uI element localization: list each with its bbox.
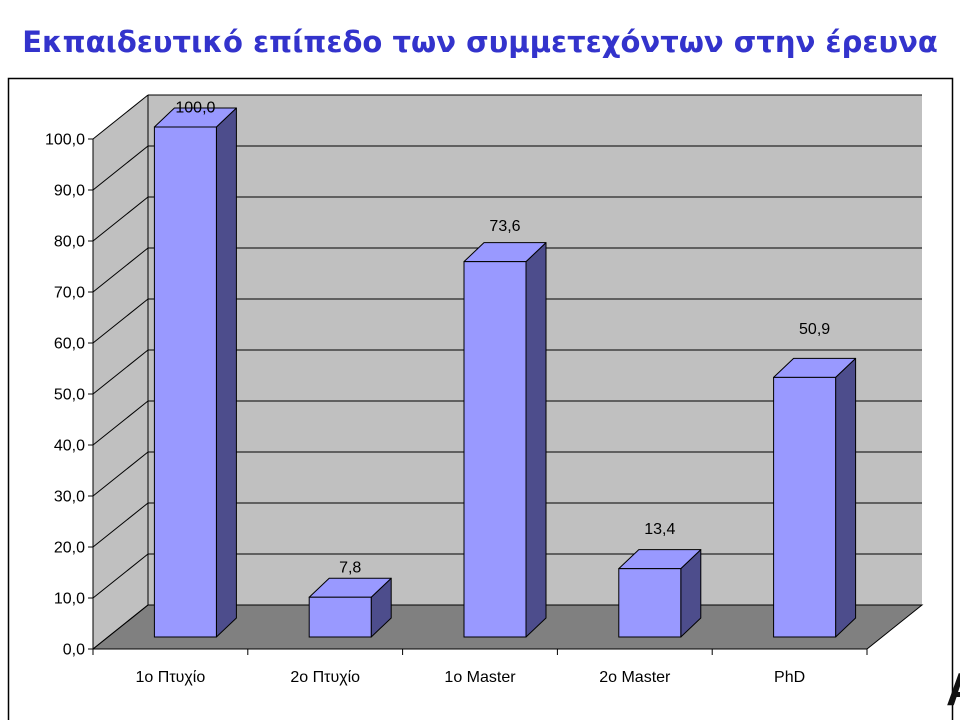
x-tick-label-3: 1ο Master [444,669,516,686]
data-label-4: 13,4 [644,521,675,538]
data-label-2: 7,8 [339,560,361,577]
y-tick-label-10: 100,0 [45,132,85,149]
bar-2-front [308,596,372,638]
bar-1 [153,107,237,638]
bar-1-front [153,126,217,638]
x-tick-label-2: 2ο Πτυχίο [290,669,360,686]
bar-3 [463,242,547,638]
data-label-1: 100,0 [175,100,215,117]
data-labels: 100,0 7,8 73,6 13,4 50,9 [175,100,830,577]
data-label-5: 50,9 [799,321,830,338]
bar-5 [773,357,857,638]
bar-1-side [215,107,237,638]
x-tick-label-4: 2ο Master [599,669,671,686]
bar-4-front [618,568,682,638]
x-tick-label-5: PhD [774,669,805,686]
y-tick-label-8: 80,0 [54,234,85,251]
gridline-side-10 [92,94,149,140]
edge-text-fragment: A [946,666,960,710]
bar-3-front [463,261,527,638]
bar-3-side [525,242,547,638]
y-tick-label-6: 60,0 [54,336,85,353]
data-label-3: 73,6 [489,218,520,235]
bar-5-front [773,376,837,638]
gridline-side-4 [92,400,149,446]
chart-frame [7,77,954,720]
axes [88,138,868,655]
gridline-side-0 [92,604,149,650]
y-tick-label-0: 0,0 [63,642,85,659]
gridline-side-6 [92,298,149,344]
gridline-side-1 [92,553,149,599]
bar-2 [308,577,392,638]
bars [153,107,857,638]
slide-title-text: Εκπαιδευτικό επίπεδο των συμμετεχόντων σ… [22,25,938,59]
gridline-side-9 [92,145,149,191]
y-tick-label-3: 30,0 [54,489,85,506]
edge-text-fragment-glyph: A [946,666,960,710]
gridline-side-3 [92,451,149,497]
x-tick-labels: 1ο Πτυχίο 2ο Πτυχίο 1ο Master 2ο Master PhD [136,669,806,686]
gridline-side-7 [92,247,149,293]
y-tick-label-2: 20,0 [54,540,85,557]
y-tick-label-7: 70,0 [54,285,85,302]
x-tick-label-1: 1ο Πτυχίο [136,669,206,686]
bar-4 [618,549,702,638]
y-tick-label-5: 50,0 [54,387,85,404]
gridline-side-8 [92,196,149,242]
gridline-side-5 [92,349,149,395]
y-tick-label-4: 40,0 [54,438,85,455]
y-tick-label-1: 10,0 [54,591,85,608]
y-tick-label-9: 90,0 [54,183,85,200]
gridline-side-2 [92,502,149,548]
y-tick-labels: 0,0 10,0 20,0 30,0 40,0 50,0 60,0 70,0 80,0 90,0 1… [45,132,85,659]
bar-5-side [835,357,857,638]
slide-title: Εκπαιδευτικό επίπεδο των συμμετεχόντων σ… [0,22,960,62]
